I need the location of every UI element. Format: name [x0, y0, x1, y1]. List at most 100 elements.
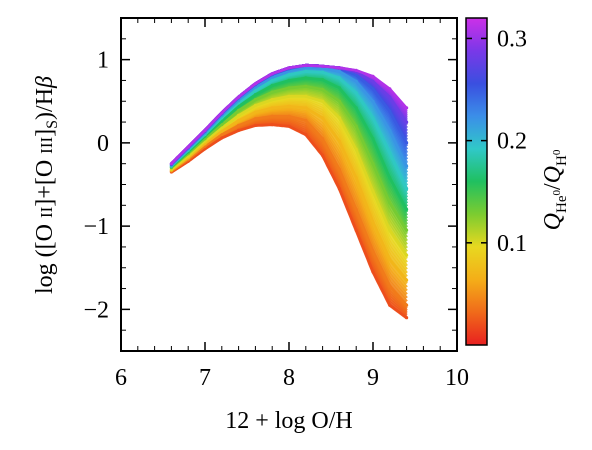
data-point — [304, 84, 308, 88]
data-point — [388, 284, 392, 288]
data-point — [237, 104, 241, 108]
data-point — [253, 98, 257, 102]
y-tick-label: −2 — [83, 297, 109, 323]
data-point — [388, 128, 392, 132]
data-point — [337, 86, 341, 90]
data-point — [270, 114, 274, 118]
data-point — [237, 95, 241, 99]
colorbar — [465, 17, 488, 346]
data-point — [405, 303, 409, 307]
data-point — [270, 90, 274, 94]
data-point — [270, 106, 274, 110]
data-point — [354, 79, 358, 83]
data-point — [405, 253, 409, 257]
colorbar-ticks: 0.1 0.2 0.3 — [466, 26, 527, 257]
data-point — [321, 99, 325, 103]
data-point — [321, 78, 325, 82]
data-point — [237, 113, 241, 117]
data-point — [253, 88, 257, 92]
data-point — [337, 99, 341, 103]
data-point — [287, 73, 291, 77]
data-point — [321, 137, 325, 141]
data-point — [287, 66, 291, 70]
data-point — [405, 278, 409, 282]
data-point — [270, 72, 274, 76]
data-point — [270, 83, 274, 87]
data-point — [337, 139, 341, 143]
data-point — [371, 249, 375, 253]
data-point — [354, 91, 358, 95]
data-point — [371, 220, 375, 224]
data-point — [237, 123, 241, 127]
data-point — [253, 110, 257, 114]
x-axis-label: 12 + log O/H — [225, 408, 353, 434]
data-series-layer — [169, 63, 409, 320]
data-point — [321, 70, 325, 74]
data-point — [388, 303, 392, 307]
data-point — [337, 66, 341, 70]
data-point — [220, 123, 224, 127]
y-tick-label: 0 — [97, 131, 109, 157]
data-point — [388, 109, 392, 113]
data-point — [321, 88, 325, 92]
data-point — [371, 116, 375, 120]
data-point — [354, 68, 358, 72]
data-point — [253, 103, 257, 107]
data-point — [371, 87, 375, 91]
data-point — [388, 87, 392, 91]
data-point — [287, 94, 291, 98]
data-point — [287, 78, 291, 82]
data-point — [371, 79, 375, 83]
data-point — [304, 106, 308, 110]
data-point — [287, 124, 291, 128]
data-point — [371, 189, 375, 193]
colorbar-tick-label: 0.1 — [497, 231, 527, 257]
data-point — [304, 94, 308, 98]
data-point — [253, 93, 257, 97]
data-point — [287, 86, 291, 90]
data-point — [203, 128, 207, 132]
data-point — [253, 123, 257, 127]
data-point — [337, 187, 341, 191]
y-axis: −2 −1 0 1 — [83, 17, 457, 352]
x-tick-label: 9 — [367, 365, 379, 391]
data-point — [337, 69, 341, 73]
data-point — [354, 228, 358, 232]
data-point — [220, 129, 224, 133]
data-point — [270, 98, 274, 102]
data-point — [321, 64, 325, 68]
data-point — [371, 162, 375, 166]
data-point — [220, 126, 224, 130]
y-tick-label: −1 — [83, 214, 109, 240]
data-point — [304, 63, 308, 68]
x-tick-label: 10 — [445, 365, 469, 391]
data-point — [405, 141, 409, 145]
data-point — [220, 136, 224, 140]
data-point — [388, 228, 392, 232]
data-point — [304, 118, 308, 122]
data-point — [388, 257, 392, 261]
x-tick-label: 7 — [199, 365, 211, 391]
data-point — [371, 74, 375, 78]
colorbar-tick-label: 0.2 — [497, 129, 527, 155]
y-tick-label: 1 — [97, 48, 109, 74]
colorbar-label: QHe0/QH0 — [540, 149, 570, 230]
data-point — [371, 99, 375, 103]
x-tick-label: 6 — [115, 365, 127, 391]
data-point — [354, 207, 358, 212]
data-point — [405, 120, 409, 124]
data-point — [354, 124, 358, 128]
x-tick-label: 8 — [283, 365, 295, 391]
data-point — [253, 117, 257, 121]
svg-text:log ([O ii]+[O iii]S)/Hβ: log ([O ii]+[O iii]S)/Hβ — [32, 76, 61, 294]
data-point — [405, 316, 409, 320]
data-point — [287, 104, 291, 108]
data-point — [354, 147, 358, 152]
data-point — [304, 76, 308, 80]
colorbar-tick-label: 0.3 — [497, 26, 527, 52]
data-point — [304, 69, 308, 73]
data-point — [186, 145, 190, 149]
data-point — [405, 187, 409, 191]
data-point — [371, 137, 375, 141]
